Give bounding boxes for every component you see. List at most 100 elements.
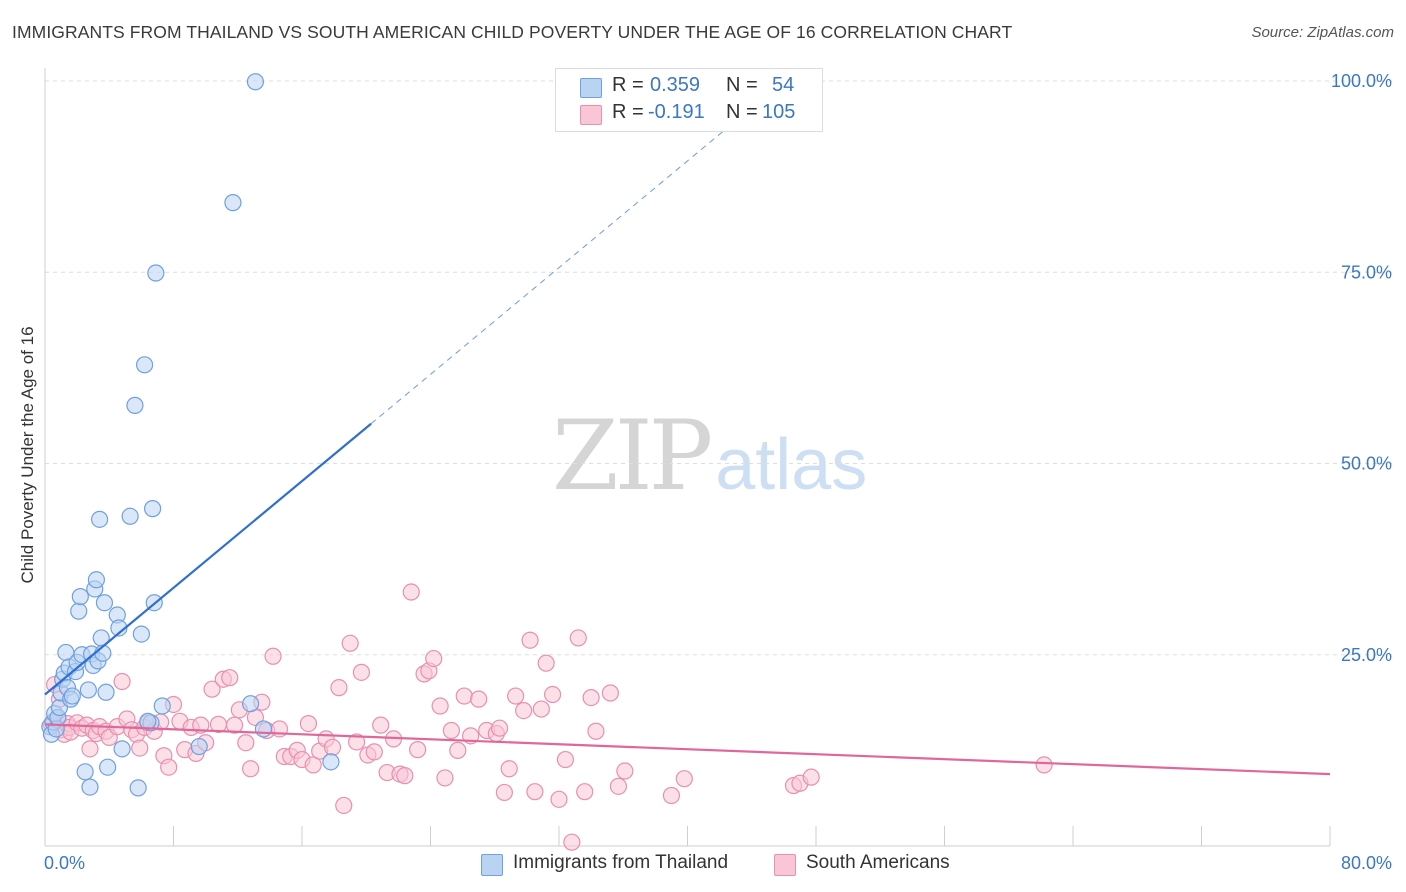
n-label: N = [726, 74, 758, 96]
thailand-point [95, 594, 114, 612]
thailand-point [63, 687, 81, 705]
south-americans-point [192, 716, 210, 734]
south-americans-point [582, 688, 600, 707]
south-americans-point [1035, 756, 1053, 774]
thailand-point [71, 588, 89, 606]
x-tick-label-max: 80.0% [1341, 853, 1392, 873]
chart-title: IMMIGRANTS FROM THAILAND VS SOUTH AMERIC… [12, 22, 1013, 42]
south-americans-point [425, 649, 443, 668]
south-americans-point [495, 783, 513, 802]
thailand-point [153, 697, 171, 715]
thailand-point [135, 356, 154, 374]
south-americans-point [576, 783, 594, 801]
r-value-south-americans: -0.191 [648, 101, 705, 123]
south-americans-point [221, 669, 239, 687]
r-label: R = [612, 74, 644, 96]
thailand-point [91, 510, 109, 528]
south-americans-point [675, 770, 693, 788]
south-americans-point [348, 733, 366, 751]
south-americans-point [587, 722, 605, 740]
thailand-point [242, 695, 260, 713]
y-tick-label: 75.0% [1341, 262, 1392, 282]
south-americans-point [500, 760, 518, 778]
south-americans-point [299, 714, 318, 733]
r-value-thailand: 0.359 [650, 74, 701, 96]
thailand-point [97, 683, 115, 701]
south-americans-point [81, 740, 99, 758]
south-americans-point [616, 762, 634, 780]
south-americans-point [532, 700, 550, 718]
thailand-trend-extension [370, 80, 785, 425]
south-americans-point [372, 716, 390, 734]
thailand-point [129, 779, 147, 797]
n-label: N = [726, 101, 758, 123]
thailand-point [99, 758, 117, 776]
x-tick-label-min: 0.0% [44, 853, 85, 873]
y-tick-label: 100.0% [1331, 71, 1392, 91]
south-americans-point [409, 741, 427, 759]
thailand-point [70, 602, 88, 620]
thailand-point [79, 681, 97, 699]
source-label: Source: ZipAtlas.com [1251, 24, 1394, 41]
south-americans-point [431, 697, 449, 715]
thailand-point [254, 720, 273, 738]
south-americans-point [323, 738, 342, 756]
thailand-point [126, 396, 144, 414]
legend-label-thailand: Immigrants from Thailand [513, 852, 729, 873]
legend-swatch-thailand [481, 854, 503, 876]
south-americans-point [507, 687, 525, 705]
south-americans-point [264, 647, 282, 665]
south-americans-point [160, 758, 178, 776]
legend-label-south-americans: South Americans [806, 852, 950, 873]
thailand-point [121, 507, 139, 525]
thailand-point [110, 619, 128, 637]
south-americans-point [470, 690, 488, 708]
thailand-point [190, 737, 208, 756]
south-americans-point [225, 716, 244, 734]
south-americans-point [563, 833, 581, 851]
legend-swatch-south-americans [774, 854, 796, 876]
south-americans-point [352, 663, 371, 681]
south-americans-trend-line [44, 723, 1331, 776]
thailand-point [224, 194, 242, 212]
thailand-point [147, 264, 165, 282]
thailand-point [81, 778, 99, 796]
y-axis-label: Child Poverty Under the Age of 16 [18, 326, 37, 584]
thailand-point [87, 571, 106, 589]
n-value-south-americans: 105 [762, 101, 796, 123]
south-americans-point [442, 721, 460, 740]
south-americans-point [556, 750, 575, 769]
south-americans-point [569, 629, 587, 647]
south-americans-point [515, 701, 533, 720]
south-americans-point [402, 583, 420, 601]
south-americans-point [521, 631, 539, 649]
south-americans-point [550, 790, 568, 808]
south-americans-point [341, 634, 359, 652]
south-americans-point [662, 786, 681, 805]
south-americans-point [237, 734, 255, 752]
south-americans-point [436, 769, 454, 787]
thailand-point [322, 753, 340, 771]
south-americans-point [335, 796, 353, 815]
thailand-point [144, 500, 162, 518]
south-americans-point [455, 687, 473, 705]
south-americans-point [203, 680, 221, 698]
south-americans-point [113, 672, 131, 691]
south-americans-point [365, 743, 383, 761]
south-americans-point [449, 741, 467, 759]
south-americans-point [802, 768, 820, 786]
thailand-swatch [580, 78, 602, 98]
thailand-point [113, 740, 131, 758]
y-tick-label: 25.0% [1341, 645, 1392, 665]
n-value-thailand: 54 [772, 74, 795, 96]
south-americans-point [131, 739, 149, 757]
thailand-trend-line [44, 422, 372, 696]
south-americans-point [396, 767, 414, 785]
south-americans-point [242, 760, 260, 778]
thailand-point [132, 625, 150, 643]
stats-legend: R = 0.359 N = 54 R = -0.191 N = 105 [555, 68, 823, 132]
south-americans-point [543, 685, 562, 704]
south-americans-point [609, 777, 628, 795]
south-americans-point [304, 756, 322, 774]
